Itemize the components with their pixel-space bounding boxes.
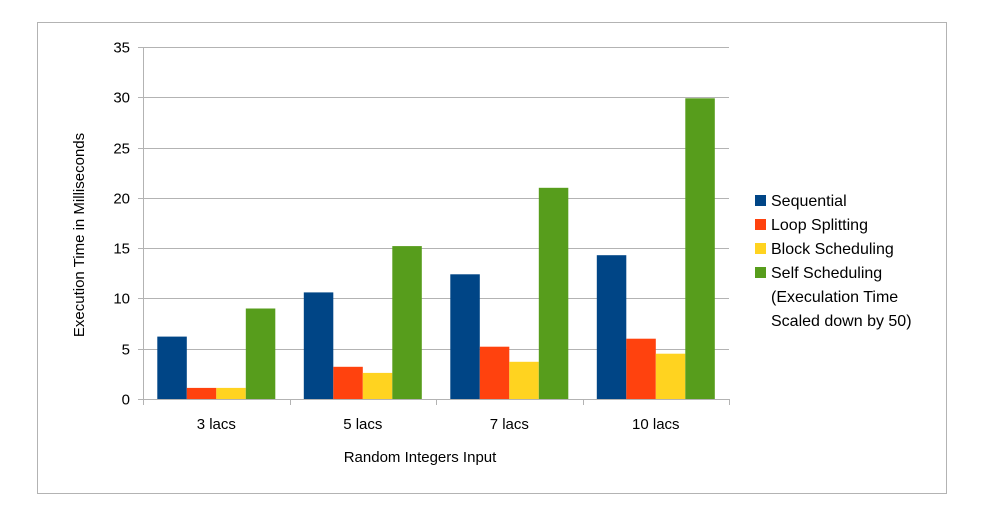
- bars: [157, 98, 715, 400]
- bar-block-scheduling-7-lacs: [509, 361, 539, 399]
- y-tick-label: 30: [113, 90, 130, 107]
- bar-sequential-3-lacs: [157, 336, 187, 399]
- legend-label: Sequential: [771, 193, 847, 210]
- y-axis-title: Execution Time in Milliseconds: [71, 133, 88, 337]
- bar-self-scheduling-5-lacs: [392, 246, 422, 399]
- y-tick-label: 20: [113, 191, 130, 208]
- x-tick-label: 3 lacs: [197, 416, 236, 433]
- bar-loop-splitting-5-lacs: [333, 366, 363, 399]
- y-tick-label: 15: [113, 241, 130, 258]
- y-tick-label: 5: [122, 342, 130, 359]
- x-axis-title: Random Integers Input: [344, 449, 497, 466]
- gridlines: [143, 47, 729, 350]
- bar-block-scheduling-10-lacs: [655, 353, 686, 399]
- bar-loop-splitting-10-lacs: [626, 338, 656, 399]
- legend-label: Scaled down by 50): [771, 313, 912, 330]
- bar-block-scheduling-3-lacs: [216, 387, 246, 399]
- bar-loop-splitting-7-lacs: [479, 346, 510, 399]
- bar-block-scheduling-5-lacs: [362, 372, 393, 399]
- y-tick-label: 0: [122, 392, 130, 409]
- legend-label: Loop Splitting: [771, 217, 868, 234]
- axes: [138, 47, 730, 405]
- bar-sequential-7-lacs: [450, 274, 480, 399]
- legend-label: Block Scheduling: [771, 241, 894, 258]
- bar-sequential-10-lacs: [596, 255, 627, 399]
- legend-swatch: [755, 219, 766, 230]
- legend-swatch: [755, 195, 766, 206]
- bar-self-scheduling-10-lacs: [685, 98, 715, 400]
- y-tick-label: 10: [113, 291, 130, 308]
- bar-loop-splitting-3-lacs: [186, 387, 217, 399]
- bar-self-scheduling-7-lacs: [538, 187, 569, 399]
- x-tick-labels: 3 lacs 5 lacs 7 lacs 10 lacs: [197, 416, 680, 433]
- x-tick-label: 5 lacs: [343, 416, 382, 433]
- y-tick-labels: 0 5 10 15 20 25 30 35: [113, 40, 130, 409]
- legend-label: Self Scheduling: [771, 265, 882, 282]
- legend: Sequential Loop Splitting Block Scheduling…: [755, 193, 912, 330]
- y-tick-label: 25: [113, 141, 130, 158]
- chart-frame: [37, 22, 947, 494]
- bar-self-scheduling-3-lacs: [245, 308, 276, 399]
- legend-label: (Execulation Time: [771, 289, 898, 306]
- bar-sequential-5-lacs: [303, 292, 334, 399]
- legend-swatch: [755, 267, 766, 278]
- legend-swatch: [755, 243, 766, 254]
- x-tick-label: 10 lacs: [632, 416, 680, 433]
- x-tick-label: 7 lacs: [490, 416, 529, 433]
- y-tick-label: 35: [113, 40, 130, 57]
